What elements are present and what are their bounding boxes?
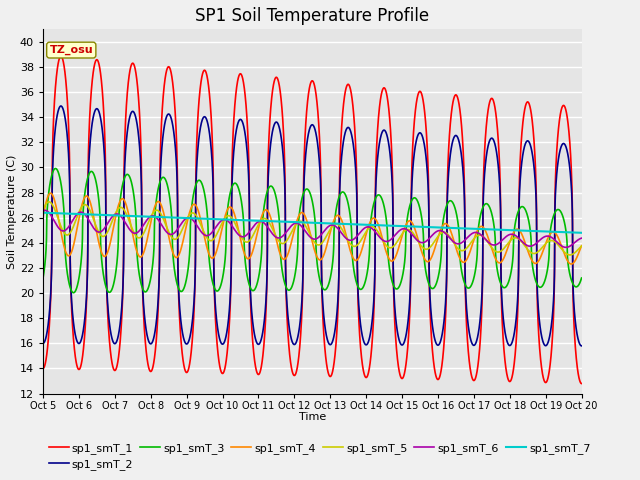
sp1_smT_1 <box>222 359 230 365</box>
sp1_smT_2 <box>555 153 563 159</box>
sp1_smT_2 <box>548 314 556 320</box>
sp1_smT_3 <box>52 166 60 171</box>
sp1_smT_2 <box>448 142 456 147</box>
sp1_smT_3 <box>222 230 230 236</box>
sp1_smT_5 <box>45 199 53 205</box>
sp1_smT_4 <box>578 243 586 249</box>
sp1_smT_4 <box>548 229 556 235</box>
sp1_smT_3 <box>555 207 563 213</box>
sp1_smT_7 <box>548 229 556 235</box>
Title: SP1 Soil Temperature Profile: SP1 Soil Temperature Profile <box>195 7 429 25</box>
sp1_smT_4 <box>294 215 302 221</box>
sp1_smT_7 <box>222 216 230 222</box>
Line: sp1_smT_7: sp1_smT_7 <box>43 213 582 233</box>
sp1_smT_1 <box>578 381 586 386</box>
sp1_smT_5 <box>548 238 556 243</box>
sp1_smT_6 <box>555 241 563 247</box>
sp1_smT_6 <box>39 208 47 214</box>
sp1_smT_4 <box>448 232 456 238</box>
sp1_smT_4 <box>568 261 575 267</box>
sp1_smT_3 <box>578 275 586 281</box>
sp1_smT_7 <box>448 225 456 231</box>
sp1_smT_1 <box>57 53 65 59</box>
sp1_smT_3 <box>548 217 556 223</box>
sp1_smT_5 <box>448 237 456 243</box>
Text: TZ_osu: TZ_osu <box>49 45 93 55</box>
sp1_smT_6 <box>433 228 440 234</box>
sp1_smT_1 <box>294 360 302 366</box>
X-axis label: Time: Time <box>299 412 326 422</box>
sp1_smT_5 <box>222 214 230 220</box>
sp1_smT_6 <box>222 217 230 223</box>
sp1_smT_3 <box>39 276 47 281</box>
sp1_smT_4 <box>222 210 230 216</box>
Line: sp1_smT_2: sp1_smT_2 <box>43 106 582 346</box>
sp1_smT_1 <box>39 366 47 372</box>
Line: sp1_smT_5: sp1_smT_5 <box>43 202 582 255</box>
sp1_smT_2 <box>578 343 586 349</box>
sp1_smT_2 <box>57 103 65 109</box>
sp1_smT_7 <box>39 210 47 216</box>
sp1_smT_1 <box>548 336 556 342</box>
sp1_smT_7 <box>578 230 586 236</box>
sp1_smT_4 <box>47 190 54 196</box>
Line: sp1_smT_6: sp1_smT_6 <box>43 210 582 247</box>
sp1_smT_1 <box>448 106 456 112</box>
sp1_smT_6 <box>448 238 456 243</box>
sp1_smT_2 <box>433 341 440 347</box>
sp1_smT_1 <box>433 375 440 381</box>
sp1_smT_6 <box>578 235 586 241</box>
Line: sp1_smT_1: sp1_smT_1 <box>43 56 582 384</box>
sp1_smT_1 <box>555 121 563 127</box>
sp1_smT_5 <box>433 235 440 241</box>
Line: sp1_smT_3: sp1_smT_3 <box>43 168 582 293</box>
sp1_smT_7 <box>555 229 563 235</box>
sp1_smT_4 <box>555 237 563 242</box>
sp1_smT_6 <box>294 221 302 227</box>
sp1_smT_6 <box>562 244 570 250</box>
sp1_smT_3 <box>70 290 77 296</box>
sp1_smT_4 <box>433 239 440 245</box>
sp1_smT_5 <box>566 252 573 258</box>
sp1_smT_5 <box>555 243 563 249</box>
sp1_smT_5 <box>578 243 586 249</box>
sp1_smT_3 <box>433 279 440 285</box>
sp1_smT_3 <box>294 229 302 235</box>
Legend: sp1_smT_1, sp1_smT_2, sp1_smT_3, sp1_smT_4, sp1_smT_5, sp1_smT_6, sp1_smT_7: sp1_smT_1, sp1_smT_2, sp1_smT_3, sp1_smT… <box>49 443 591 470</box>
sp1_smT_7 <box>433 225 440 230</box>
sp1_smT_4 <box>39 214 47 220</box>
sp1_smT_6 <box>41 207 49 213</box>
sp1_smT_6 <box>548 235 556 241</box>
sp1_smT_5 <box>39 207 47 213</box>
sp1_smT_2 <box>294 334 302 339</box>
sp1_smT_5 <box>294 219 302 225</box>
sp1_smT_2 <box>222 333 230 339</box>
Line: sp1_smT_4: sp1_smT_4 <box>43 193 582 264</box>
sp1_smT_7 <box>294 219 301 225</box>
Y-axis label: Soil Temperature (C): Soil Temperature (C) <box>7 154 17 269</box>
sp1_smT_3 <box>448 199 456 204</box>
sp1_smT_2 <box>39 340 47 346</box>
